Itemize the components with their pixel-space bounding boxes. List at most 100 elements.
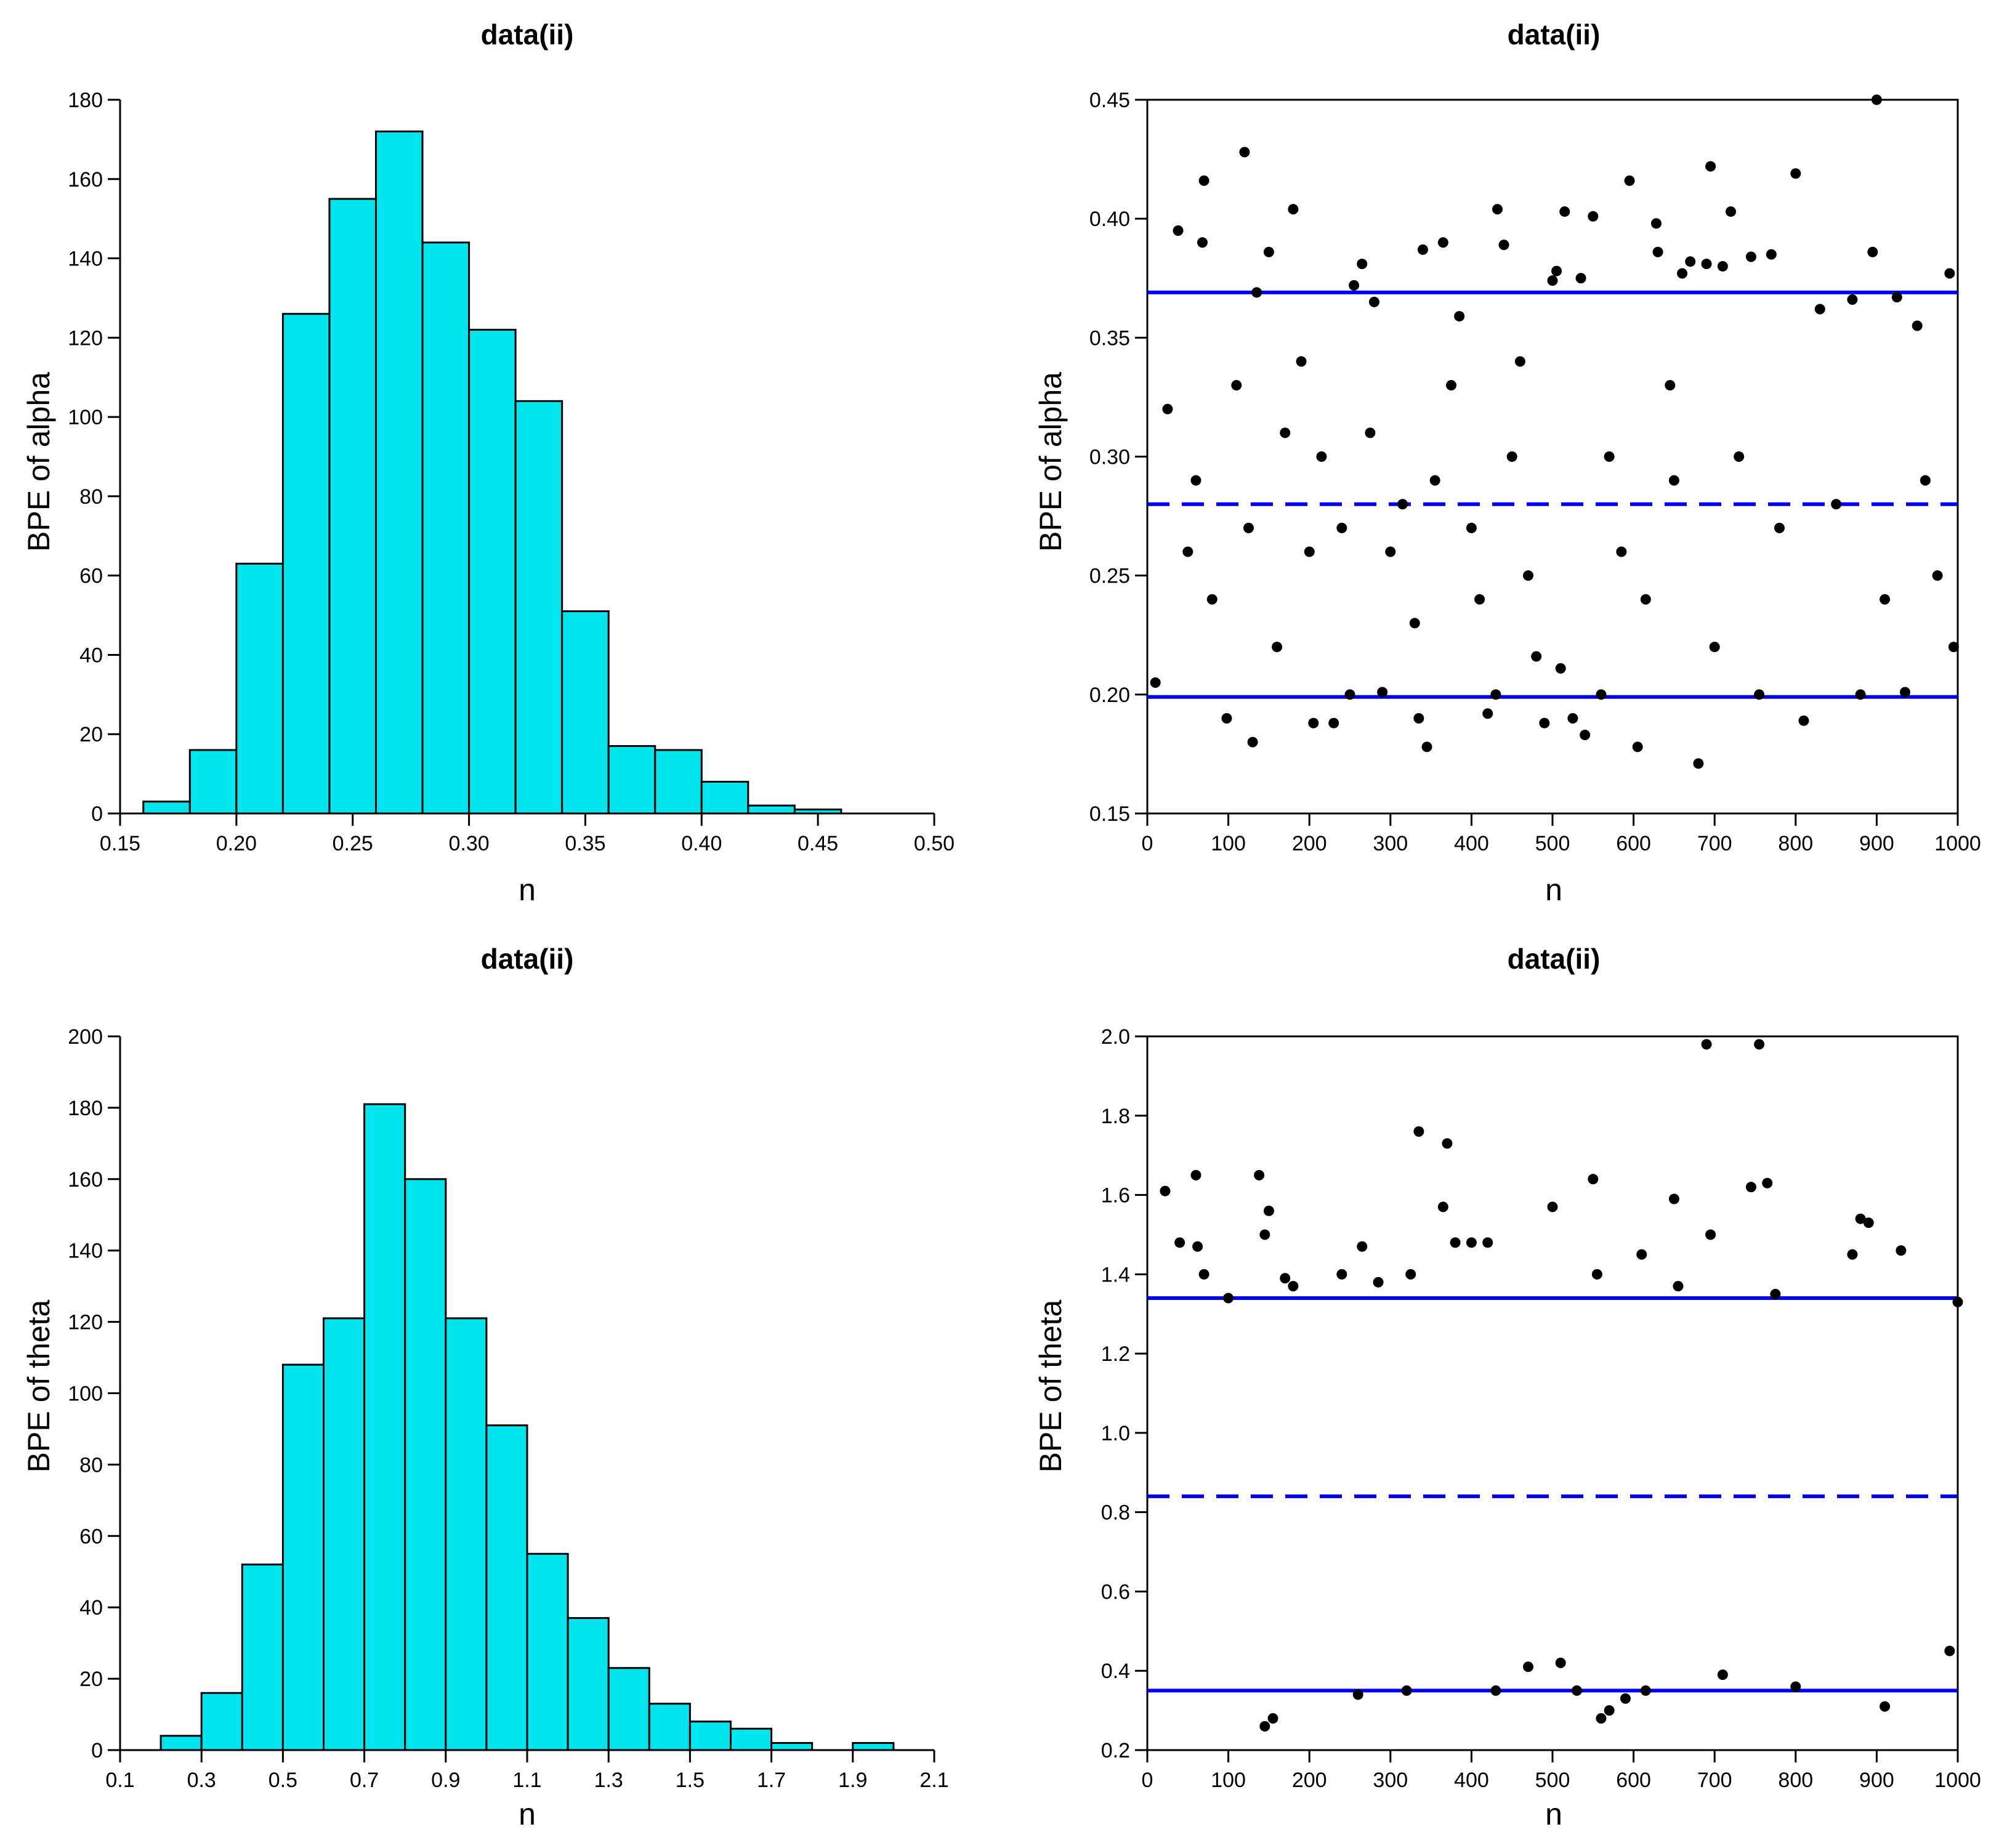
histogram-bar (607, 745, 656, 815)
scatter-point (1814, 304, 1825, 315)
scatter-point (1624, 175, 1635, 186)
x-tick-label: 600 (1616, 1769, 1651, 1792)
scatter-point (1790, 1681, 1801, 1692)
histogram-bar (648, 1703, 691, 1751)
histogram-bar (730, 1727, 773, 1751)
scatter-point (1197, 237, 1208, 248)
scatter-point (1304, 546, 1315, 557)
scatter-point (1620, 1693, 1631, 1704)
scatter-point (1160, 1185, 1171, 1196)
scatter-point (1855, 1213, 1866, 1224)
scatter-point (1896, 1245, 1907, 1256)
x-tick-label: 500 (1535, 832, 1570, 855)
scatter-point (1754, 689, 1765, 700)
scatter-point (1774, 522, 1785, 533)
scatter-point (1357, 259, 1368, 270)
y-tick-label: 180 (68, 89, 103, 112)
scatter-point (1551, 265, 1562, 276)
y-tick-label: 80 (79, 485, 103, 509)
y-tick-label: 0.4 (1101, 1660, 1130, 1683)
scatter-point (1871, 94, 1882, 105)
scatter-point (1450, 1237, 1461, 1248)
histogram-bar (485, 1424, 528, 1751)
y-tick-label: 0.30 (1089, 446, 1130, 469)
scatter-point (1231, 380, 1242, 391)
scatter-point (1596, 689, 1607, 700)
y-tick-label: 2.0 (1101, 1025, 1130, 1049)
scatter-point (1442, 1138, 1453, 1149)
histogram-bar (567, 1617, 610, 1751)
scatter-point (1397, 499, 1408, 510)
scatter-point (1296, 356, 1307, 367)
x-axis-label: n (1545, 873, 1562, 907)
scatter-point (1221, 712, 1232, 724)
y-tick-label: 0.15 (1089, 802, 1130, 826)
scatter-point (1401, 1685, 1412, 1696)
scatter-point (1247, 736, 1258, 748)
scatter-point (1492, 204, 1503, 215)
y-tick-label: 140 (68, 248, 103, 271)
scatter-point (1373, 1277, 1384, 1288)
x-tick-label: 0.25 (333, 832, 373, 855)
x-tick-label: 400 (1454, 832, 1489, 855)
y-tick-label: 100 (68, 406, 103, 429)
y-tick-label: 100 (68, 1382, 103, 1406)
scatter-point (1632, 741, 1643, 753)
y-tick-label: 120 (68, 1311, 103, 1334)
scatter-point (1596, 1713, 1607, 1724)
chart-title: data(ii) (481, 18, 574, 50)
x-tick-label: 0.35 (565, 832, 605, 855)
scatter-point (1531, 651, 1542, 662)
scatter-point (1766, 249, 1777, 260)
scatter-point (1243, 522, 1254, 533)
scatter-point (1575, 273, 1586, 284)
x-tick-label: 100 (1211, 1769, 1246, 1792)
y-tick-label: 1.4 (1101, 1263, 1130, 1286)
histogram-bar (323, 1317, 366, 1751)
scatter-point (1223, 1293, 1234, 1304)
y-tick-label: 0.40 (1089, 208, 1130, 231)
histogram-bar (689, 1721, 732, 1751)
scatter-point (1948, 642, 1959, 653)
y-tick-label: 120 (68, 326, 103, 350)
scatter-point (1349, 280, 1360, 291)
scatter-point (1251, 287, 1262, 298)
x-tick-label: 0.15 (100, 832, 140, 855)
histogram-bar (281, 313, 331, 815)
chart-title: data(ii) (1508, 18, 1601, 50)
scatter-point (1523, 1661, 1534, 1672)
scatter-point (1754, 1039, 1765, 1050)
histogram-bar (160, 1735, 203, 1751)
histogram-bar (328, 198, 377, 815)
histogram-bar (188, 749, 238, 815)
x-tick-label: 1.5 (676, 1769, 705, 1792)
x-tick-label: 0 (1142, 832, 1153, 855)
y-tick-label: 0 (91, 802, 103, 826)
scatter-point (1421, 741, 1432, 753)
scatter-point (1685, 256, 1696, 267)
y-tick-label: 1.2 (1101, 1342, 1130, 1366)
scatter-point (1482, 708, 1493, 719)
y-tick-label: 0.25 (1089, 565, 1130, 588)
histogram-bar (142, 801, 191, 815)
y-tick-label: 140 (68, 1240, 103, 1263)
scatter-point (1198, 175, 1209, 186)
x-tick-label: 0.30 (448, 832, 489, 855)
scatter-point (1206, 594, 1218, 605)
scatter-point (1899, 687, 1910, 698)
histogram-alpha-chart: data(ii) n BPE of alpha 0.15 0.20 0.25 0.30… (22, 18, 955, 907)
x-axis-label: n (1545, 1797, 1562, 1831)
x-tick-label: 1000 (1934, 1769, 1981, 1792)
scatter-point (1665, 380, 1676, 391)
scatter-point (1944, 1645, 1955, 1656)
scatter-point (1466, 522, 1477, 533)
scatter-point (1385, 546, 1396, 557)
scatter-point (1770, 1289, 1781, 1300)
scatter-point (1539, 717, 1550, 728)
scatter-point (1668, 475, 1679, 486)
scatter-alpha-panel: data(ii) n BPE of alpha 0 100 200 300 400 500… (1000, 0, 1999, 924)
x-tick-label: 200 (1292, 832, 1327, 855)
scatter-point (1867, 246, 1878, 257)
scatter-point (1847, 1249, 1858, 1260)
x-axis-label: n (519, 873, 536, 907)
